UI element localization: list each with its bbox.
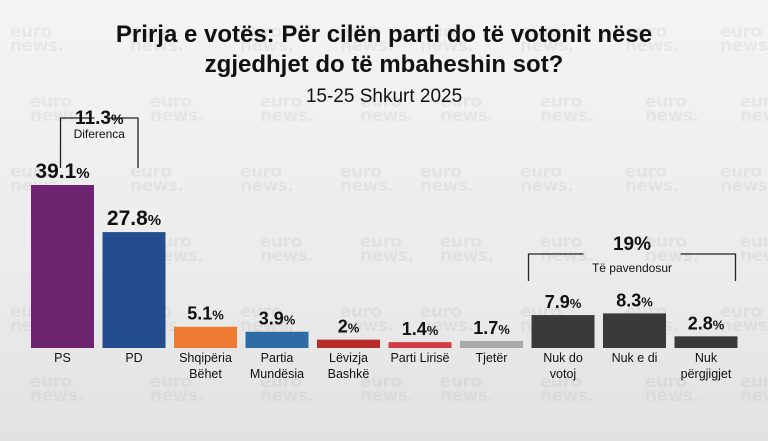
- bar-6: [460, 340, 523, 348]
- bar-0: [31, 185, 94, 348]
- category-label-9: Nuk përgjigjet: [681, 351, 732, 381]
- bar-value-label-1: 27.8%: [107, 207, 161, 230]
- category-label-2: Shqipëria Bëhet: [179, 351, 232, 381]
- bar-4: [317, 339, 380, 348]
- difference-bracket-left: [59, 117, 95, 168]
- undecided-value: 19%: [613, 234, 651, 255]
- category-label-6: Tjetër: [476, 351, 508, 365]
- category-label-3: Partia Mundësia: [250, 351, 304, 381]
- bar-value-label-3: 3.9%: [259, 309, 296, 329]
- bar-2: [174, 326, 237, 348]
- category-label-8: Nuk e di: [612, 351, 658, 365]
- bar-5: [388, 342, 452, 348]
- chart-subtitle: 15-25 Shkurt 2025: [305, 86, 463, 107]
- chart-title-line-1: Prirja e votës: Për cilën parti do të vo…: [115, 21, 653, 48]
- bar-value-label-5: 1.4%: [402, 319, 439, 339]
- bar-value-label-7: 7.9%: [545, 292, 582, 312]
- bar-value-label-2: 5.1%: [187, 304, 224, 324]
- bar-value-label-4: 2%: [338, 317, 360, 337]
- bar-value-label-9: 2.8%: [688, 313, 725, 333]
- difference-bracket-right: [106, 117, 139, 168]
- category-label-5: Parti Lirisë: [390, 351, 449, 365]
- category-label-7: Nuk do votoj: [543, 351, 583, 381]
- category-label-0: PS: [54, 351, 71, 365]
- bar-value-label-8: 8.3%: [616, 290, 653, 310]
- undecided-caption: Të pavendosur: [592, 261, 672, 275]
- bar-value-label-6: 1.7%: [473, 318, 510, 338]
- bar-3: [245, 331, 309, 348]
- category-label-4: Lëvizja Bashkë: [328, 351, 370, 381]
- bar-1: [102, 232, 166, 348]
- undecided-bracket-left: [527, 253, 584, 281]
- undecided-bracket-right: [680, 253, 737, 281]
- bar-7: [531, 315, 595, 348]
- bar-value-label-0: 39.1%: [35, 160, 89, 183]
- difference-caption: Diferenca: [74, 127, 126, 141]
- bar-8: [603, 313, 666, 348]
- chart-title-line-2: zgjedhjet do të mbaheshin sot?: [204, 51, 564, 78]
- category-label-1: PD: [125, 351, 142, 365]
- difference-value: 11.3%: [75, 108, 124, 129]
- bar-9: [674, 336, 738, 348]
